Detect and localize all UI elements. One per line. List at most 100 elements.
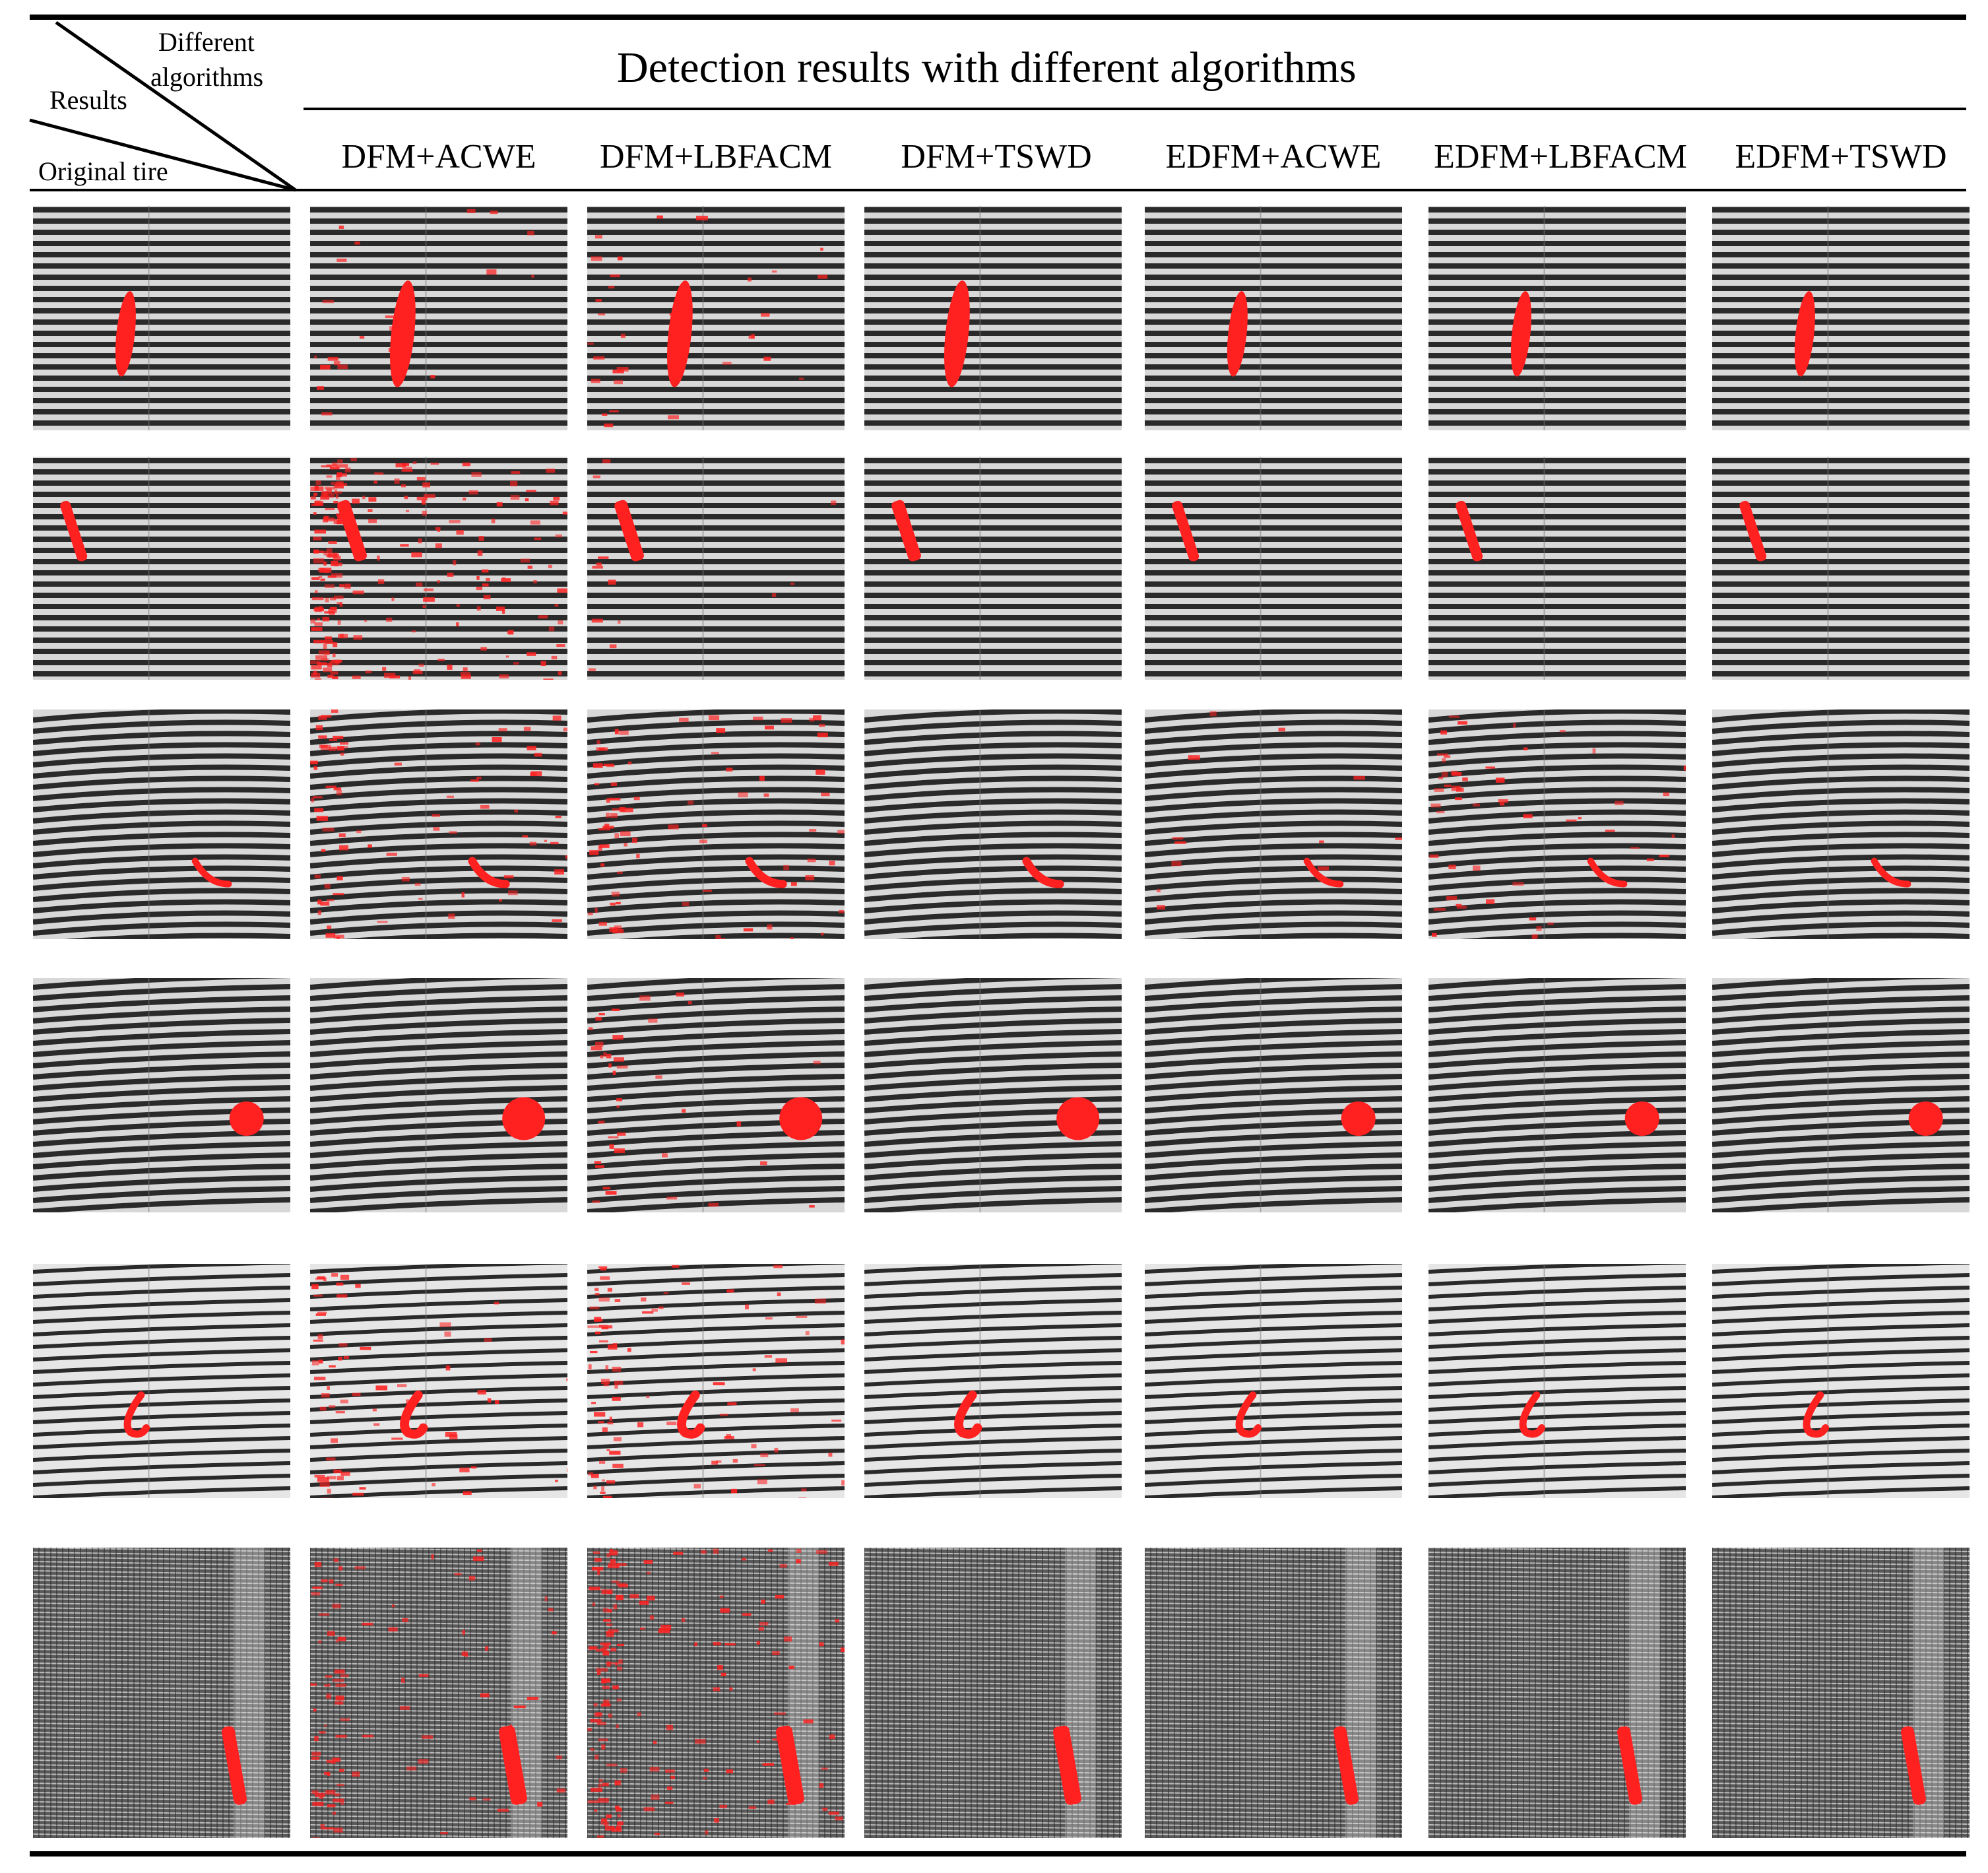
defect-region: [221, 1726, 247, 1805]
defect-region: [1908, 1101, 1943, 1136]
defect-region: [1235, 1391, 1262, 1438]
detection-result-image: [1428, 457, 1686, 680]
defect-region: [775, 1725, 804, 1805]
defect-region: [1617, 1726, 1642, 1805]
defect-region: [944, 280, 970, 387]
detection-result-image: [864, 1264, 1122, 1498]
figure-title: Detection results with different algorit…: [617, 44, 1357, 92]
top-rule: [30, 15, 1966, 20]
detection-result-image: [587, 1548, 845, 1838]
detection-result-image: [1712, 206, 1970, 430]
original-tire-image: [33, 709, 290, 939]
defect-region: [1803, 1391, 1830, 1438]
detection-result-image: [1712, 978, 1970, 1212]
detection-result-image: [1428, 1264, 1686, 1498]
detection-result-image: [1428, 978, 1686, 1212]
defect-region: [1022, 857, 1064, 888]
defect-region: [1056, 1097, 1100, 1140]
defect-region: [1341, 1101, 1376, 1136]
defect-region: [891, 500, 921, 562]
detection-result-image: [1428, 709, 1686, 939]
defect-region: [1587, 857, 1628, 888]
defect-region: [1227, 291, 1248, 377]
detection-result-image: [310, 206, 567, 430]
defect-region: [1900, 1726, 1926, 1805]
defect-region: [191, 857, 232, 888]
defect-region: [337, 500, 367, 562]
defect-region: [123, 1391, 150, 1438]
defect-region: [390, 280, 416, 387]
detection-result-image: [587, 457, 845, 680]
detection-result-image: [864, 709, 1122, 939]
defect-region: [954, 1390, 982, 1439]
column-label-edfm-acwe: EDFM+ACWE: [1165, 138, 1382, 176]
defect-region: [115, 291, 136, 377]
corner-diagonals: [29, 20, 297, 192]
defect-region: [229, 1101, 264, 1136]
column-label-edfm-lbfacm: EDFM+LBFACM: [1434, 138, 1687, 176]
detection-result-image: [1428, 1548, 1686, 1838]
detection-result-image: [587, 206, 845, 430]
defect-region: [1333, 1726, 1359, 1805]
detection-result-image: [1712, 1264, 1970, 1498]
header-rule: [30, 189, 1966, 191]
detection-result-image: [1145, 1548, 1402, 1838]
defect-region: [1052, 1725, 1081, 1805]
defect-region: [745, 857, 787, 888]
defect-region: [468, 857, 510, 888]
detection-result-image: [310, 457, 567, 680]
defect-region: [1871, 857, 1911, 888]
corner-label-results: Results: [49, 85, 127, 115]
detection-result-image: [1712, 457, 1970, 680]
defect-region: [1794, 291, 1815, 377]
original-tire-image: [33, 206, 290, 430]
defect-region: [1739, 500, 1767, 562]
corner-label-algorithms: algorithms: [150, 62, 264, 92]
corner-label-original-tire: Original tire: [38, 156, 168, 186]
detection-result-image: [1712, 1548, 1970, 1838]
detection-result-image: [587, 1264, 845, 1498]
defect-region: [1303, 857, 1344, 888]
column-label-dfm-tswd: DFM+TSWD: [901, 138, 1092, 176]
detection-result-image: [1145, 709, 1402, 939]
detection-result-image: [1145, 978, 1402, 1212]
bottom-rule: [30, 1851, 1966, 1857]
detection-result-image: [310, 709, 567, 939]
detection-result-image: [310, 1264, 567, 1498]
defect-region: [1510, 291, 1531, 377]
detection-result-image: [864, 978, 1122, 1212]
original-tire-image: [33, 1548, 290, 1838]
defect-region: [400, 1390, 428, 1439]
defect-region: [1456, 500, 1483, 562]
detection-result-image: [587, 709, 845, 939]
detection-result-image: [1428, 206, 1686, 430]
column-label-dfm-lbfacm: DFM+LBFACM: [599, 138, 832, 176]
detection-result-image: [310, 978, 567, 1212]
defect-region: [779, 1097, 823, 1140]
detection-result-image: [587, 978, 845, 1212]
defect-region: [1624, 1101, 1659, 1136]
detection-result-image: [1145, 206, 1402, 430]
defect-region: [498, 1725, 527, 1805]
defect-region: [502, 1097, 546, 1140]
detection-result-image: [1145, 1264, 1402, 1498]
column-label-edfm-tswd: EDFM+TSWD: [1735, 138, 1947, 176]
detection-result-image: [864, 1548, 1122, 1838]
detection-result-image: [864, 206, 1122, 430]
detection-result-image: [864, 457, 1122, 680]
defect-region: [667, 280, 693, 387]
original-tire-image: [33, 1264, 290, 1498]
title-underline: [304, 108, 1966, 110]
defect-region: [677, 1390, 705, 1439]
detection-result-image: [310, 1548, 567, 1838]
corner-label-different: Different: [158, 27, 255, 57]
original-tire-image: [33, 978, 290, 1212]
defect-region: [614, 500, 644, 562]
detection-result-image: [1145, 457, 1402, 680]
detection-result-image: [1712, 709, 1970, 939]
original-tire-image: [33, 457, 290, 680]
defect-region: [60, 500, 88, 562]
defect-region: [1172, 500, 1200, 562]
defect-region: [1519, 1391, 1546, 1438]
